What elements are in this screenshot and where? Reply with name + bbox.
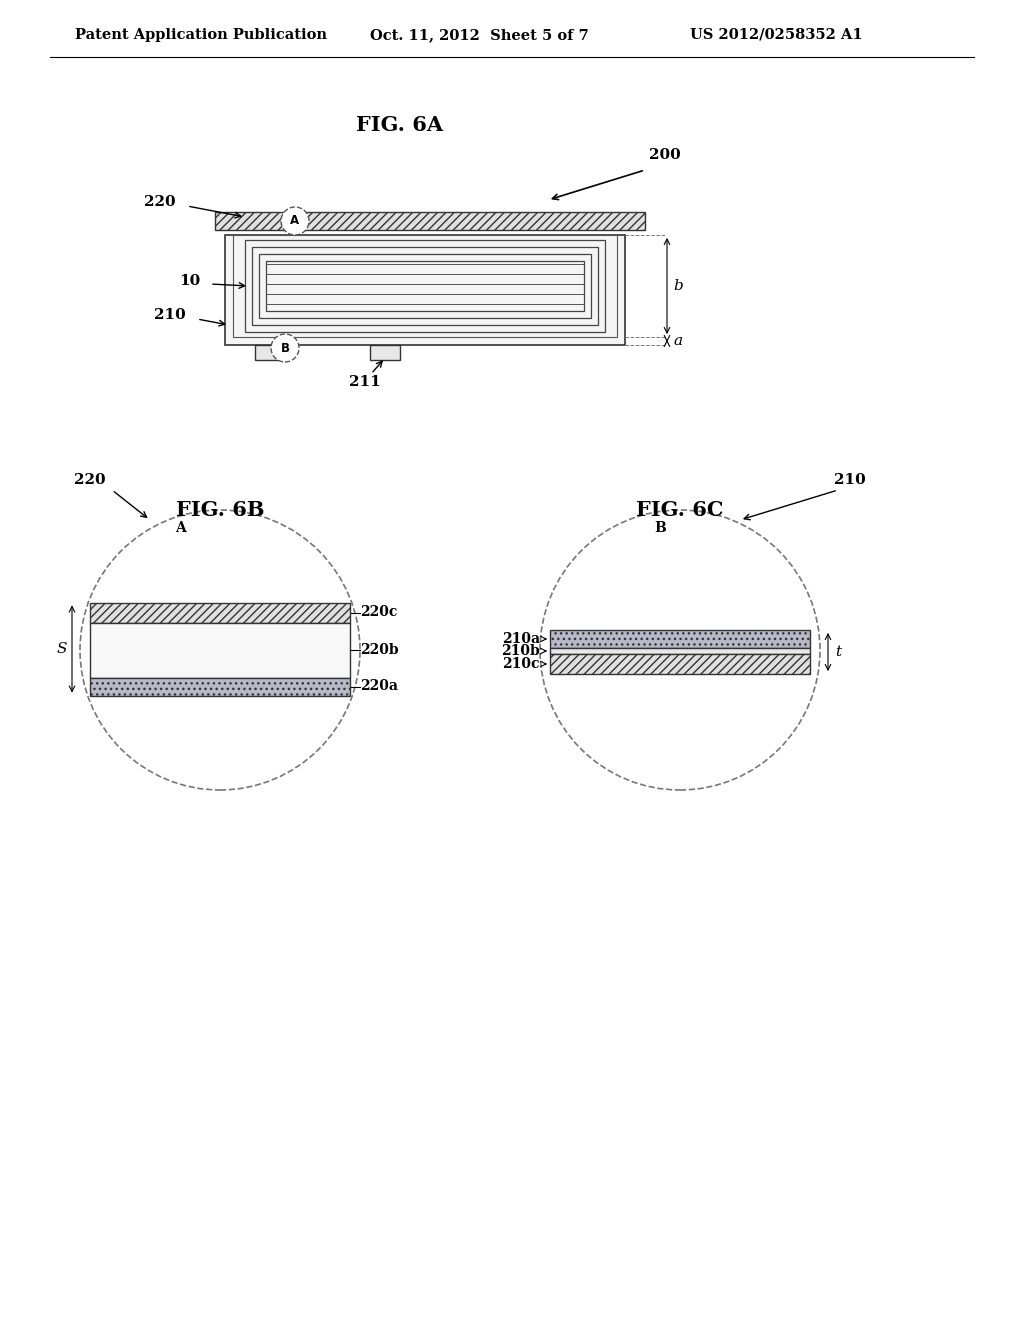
- Bar: [90, 602, 350, 623]
- Text: 210c: 210c: [503, 657, 540, 671]
- Bar: [255, 345, 285, 360]
- Text: t: t: [835, 645, 841, 659]
- Text: 210: 210: [835, 473, 866, 487]
- Text: A: A: [175, 521, 185, 535]
- Text: US 2012/0258352 A1: US 2012/0258352 A1: [690, 28, 862, 42]
- Bar: [370, 345, 400, 360]
- Text: 220a: 220a: [360, 680, 398, 693]
- Bar: [550, 630, 810, 648]
- Bar: [550, 648, 810, 653]
- Circle shape: [271, 334, 299, 362]
- Bar: [550, 653, 810, 675]
- Text: 220c: 220c: [360, 606, 397, 619]
- Bar: [90, 677, 350, 696]
- Text: 210b: 210b: [502, 644, 540, 657]
- Circle shape: [540, 510, 820, 789]
- Text: 200: 200: [649, 148, 681, 162]
- Text: 220: 220: [144, 195, 176, 209]
- Text: Oct. 11, 2012  Sheet 5 of 7: Oct. 11, 2012 Sheet 5 of 7: [370, 28, 589, 42]
- Bar: [266, 261, 584, 312]
- Text: b: b: [673, 279, 683, 293]
- Text: S: S: [56, 642, 68, 656]
- Bar: [215, 213, 645, 230]
- Text: FIG. 6C: FIG. 6C: [636, 500, 724, 520]
- Bar: [252, 247, 598, 325]
- Text: 211: 211: [349, 375, 381, 389]
- Text: B: B: [654, 521, 666, 535]
- Circle shape: [80, 510, 360, 789]
- Text: Patent Application Publication: Patent Application Publication: [75, 28, 327, 42]
- Text: FIG. 6B: FIG. 6B: [176, 500, 264, 520]
- Text: 10: 10: [179, 275, 201, 288]
- Text: 210: 210: [155, 308, 186, 322]
- Text: 220b: 220b: [360, 643, 398, 657]
- Text: a: a: [673, 334, 682, 348]
- Bar: [90, 623, 350, 677]
- Text: A: A: [291, 214, 300, 227]
- Bar: [233, 235, 617, 337]
- Bar: [225, 235, 625, 345]
- Bar: [245, 240, 605, 333]
- Text: FIG. 6A: FIG. 6A: [356, 115, 443, 135]
- Text: 210a: 210a: [502, 632, 540, 645]
- Circle shape: [281, 207, 309, 235]
- Bar: [259, 253, 591, 318]
- Text: B: B: [281, 342, 290, 355]
- Text: 220: 220: [74, 473, 105, 487]
